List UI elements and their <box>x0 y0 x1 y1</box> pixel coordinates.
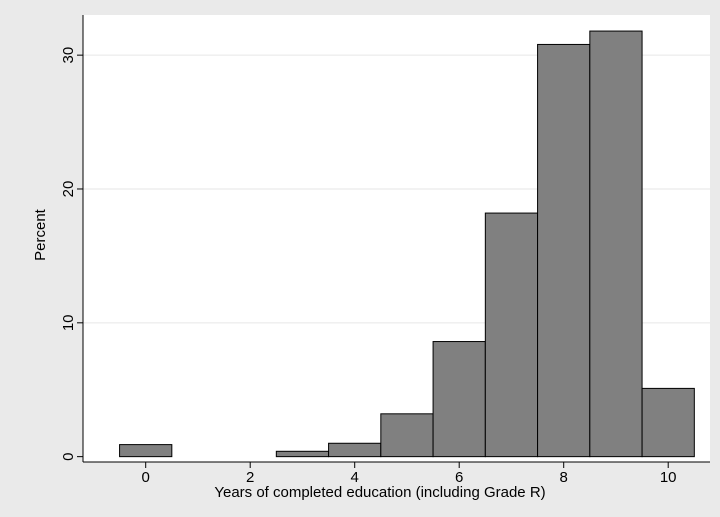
x-ticks: 0 2 4 6 8 10 <box>142 462 677 486</box>
y-tick-label: 10 <box>60 314 77 331</box>
x-tick-label: 6 <box>455 469 463 486</box>
bars <box>119 30 695 458</box>
histogram-bar <box>119 444 173 458</box>
histogram-bar <box>537 43 591 458</box>
histogram-bar <box>589 30 643 458</box>
x-tick-label: 8 <box>560 469 568 486</box>
x-axis-title: Years of completed education (including … <box>214 484 545 501</box>
histogram-bar <box>275 450 330 458</box>
histogram-bar <box>328 442 382 458</box>
x-tick-label: 4 <box>351 469 359 486</box>
y-tick-label: 30 <box>60 47 77 64</box>
x-tick-label: 0 <box>142 469 150 486</box>
histogram-bar <box>484 212 539 458</box>
x-tick-label: 2 <box>246 469 254 486</box>
y-tick-label: 20 <box>60 181 77 198</box>
histogram-bar <box>432 341 486 458</box>
histogram-bar <box>380 413 434 458</box>
histogram-bar <box>641 387 695 458</box>
x-tick-label: 10 <box>660 469 677 486</box>
axes <box>82 15 710 463</box>
y-ticks: 0 10 20 30 <box>60 47 83 461</box>
y-axis-title: Percent <box>32 208 49 261</box>
y-tick-label: 0 <box>60 452 77 460</box>
